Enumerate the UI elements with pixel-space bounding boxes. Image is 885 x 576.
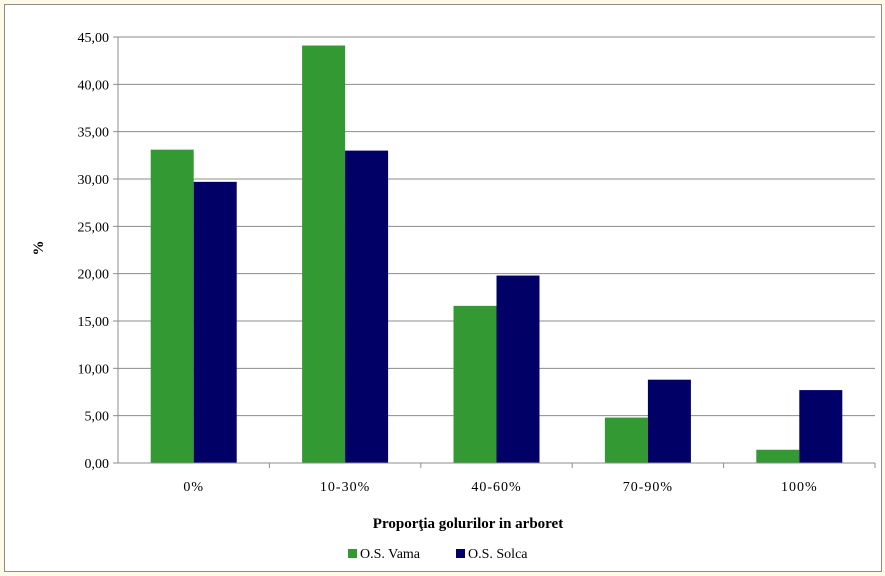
y-tick-label: 5,00 (85, 410, 110, 425)
bar-o-s-vama-0 (150, 149, 194, 464)
bar-o-s-solca-1 (345, 150, 389, 463)
y-tick-label: 35,00 (78, 126, 110, 141)
x-tick-label: 100% (781, 480, 818, 495)
bars (150, 45, 843, 464)
bar-o-s-solca-0 (193, 181, 237, 463)
y-tick-label: 25,00 (78, 220, 110, 235)
x-axis-title: Proporţia golurilor in arboret (373, 516, 563, 532)
bar-o-s-solca-4 (799, 390, 843, 463)
legend-label: O.S. Solca (468, 547, 528, 562)
bar-o-s-vama-2 (453, 305, 497, 463)
y-tick-label: 45,00 (78, 31, 110, 46)
x-tick-label: 0% (183, 480, 204, 495)
gridlines (118, 36, 875, 417)
y-tick-label: 15,00 (78, 315, 110, 330)
x-tick-label: 40-60% (471, 480, 521, 495)
y-tick-label: 20,00 (78, 268, 110, 283)
legend-label: O.S. Vama (360, 547, 421, 562)
legend-swatch (456, 549, 465, 558)
bar-o-s-solca-2 (496, 275, 540, 463)
bar-o-s-vama-4 (756, 449, 800, 463)
axes: 0,00 5,00 10,00 15,00 20,00 25,00 30,00 35,00 40… (78, 31, 876, 495)
y-tick-label: 10,00 (78, 362, 110, 377)
y-tick-label: 30,00 (78, 173, 110, 188)
bar-chart: 0,00 5,00 10,00 15,00 20,00 25,00 30,00 35,00 40… (31, 31, 876, 562)
y-axis-title: % (31, 241, 47, 256)
y-tick-label: 0,00 (85, 457, 110, 472)
chart-frame: 0,00 5,00 10,00 15,00 20,00 25,00 30,00 35,00 40… (4, 4, 882, 572)
x-tick-label: 10-30% (320, 480, 370, 495)
legend-swatch (348, 549, 357, 558)
x-tick-label: 70-90% (623, 480, 673, 495)
bar-o-s-vama-3 (604, 417, 648, 463)
bar-o-s-solca-3 (647, 379, 691, 463)
legend: O.S. Vama O.S. Solca (348, 547, 528, 562)
bar-o-s-vama-1 (302, 45, 346, 464)
y-tick-label: 40,00 (78, 78, 110, 93)
